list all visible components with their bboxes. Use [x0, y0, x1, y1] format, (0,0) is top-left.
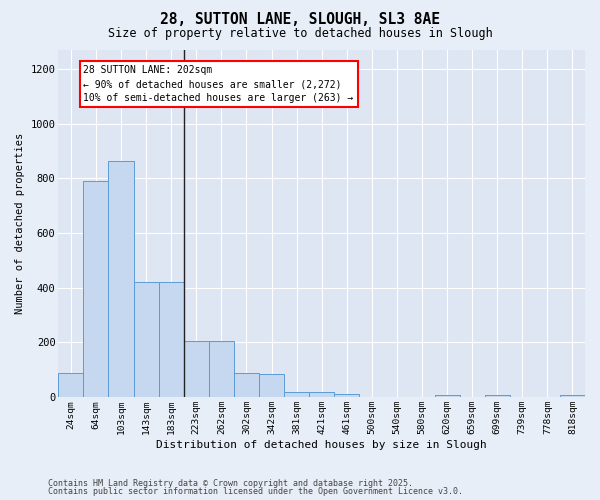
Bar: [234, 372, 259, 397]
Bar: [134, 282, 158, 397]
Bar: [309, 392, 334, 397]
X-axis label: Distribution of detached houses by size in Slough: Distribution of detached houses by size …: [156, 440, 487, 450]
Bar: [184, 341, 209, 397]
Bar: [334, 394, 359, 397]
Bar: [284, 392, 309, 397]
Y-axis label: Number of detached properties: Number of detached properties: [15, 133, 25, 314]
Text: Contains HM Land Registry data © Crown copyright and database right 2025.: Contains HM Land Registry data © Crown c…: [48, 478, 413, 488]
Bar: [158, 282, 184, 397]
Bar: [560, 395, 585, 397]
Bar: [209, 341, 234, 397]
Text: Contains public sector information licensed under the Open Government Licence v3: Contains public sector information licen…: [48, 487, 463, 496]
Bar: [83, 181, 109, 397]
Bar: [259, 374, 284, 397]
Text: 28, SUTTON LANE, SLOUGH, SL3 8AE: 28, SUTTON LANE, SLOUGH, SL3 8AE: [160, 12, 440, 28]
Bar: [434, 395, 460, 397]
Bar: [58, 372, 83, 397]
Text: Size of property relative to detached houses in Slough: Size of property relative to detached ho…: [107, 28, 493, 40]
Text: 28 SUTTON LANE: 202sqm
← 90% of detached houses are smaller (2,272)
10% of semi-: 28 SUTTON LANE: 202sqm ← 90% of detached…: [83, 65, 353, 103]
Bar: [485, 395, 510, 397]
Bar: [109, 160, 134, 397]
